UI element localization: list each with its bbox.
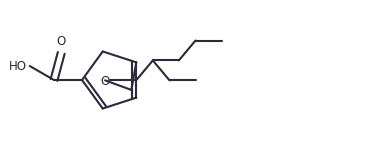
Text: O: O [57,35,66,48]
Text: HO: HO [9,59,27,72]
Text: O: O [101,75,110,88]
